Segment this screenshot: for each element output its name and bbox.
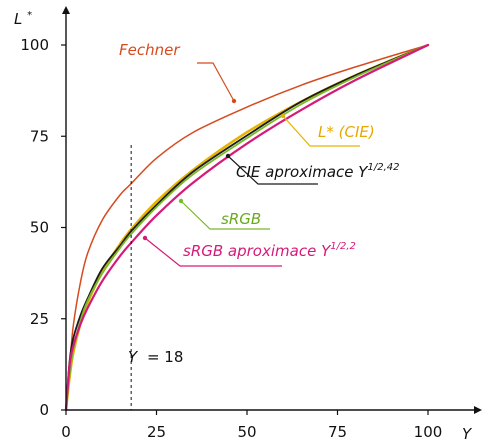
fechner-label: Fechner (119, 41, 180, 59)
cie-approx-label-pointer (227, 155, 318, 185)
series-srgb (65, 44, 429, 411)
x-tick-label-25: 25 (147, 423, 166, 441)
y-tick-label-25: 25 (30, 310, 49, 328)
cie-approx-label: CIE aproximace Y1/2,42 (236, 162, 399, 181)
srgb-label-text: sRGB (221, 210, 261, 228)
fechner-label-text: Fechner (119, 41, 180, 59)
plot-layer (64, 43, 430, 412)
srgb-label: sRGB (221, 210, 261, 228)
x-tick-label-0: 0 (61, 423, 71, 441)
x-tick-label-50: 50 (237, 423, 256, 441)
x-tick-label-100: 100 (414, 423, 443, 441)
cie-lstar-label-text: L* (CIE) (318, 123, 375, 141)
annotation-layer: Fechner L* (CIE) CIE aproximace Y1/2,42 sRG… (119, 41, 399, 267)
ticks-layer: 0 25 50 75 100 0 25 50 75 100 (20, 36, 442, 441)
srgb-approx-label-superscript: 1/2,2 (330, 241, 356, 252)
cie-approx-label-text: CIE aproximace Y (236, 163, 369, 181)
srgb-approx-label: sRGB aproximace Y1/2,2 (183, 241, 356, 260)
fechner-label-pointer-tip (231, 98, 237, 104)
reference-line-label: Y = 18 (128, 348, 183, 366)
srgb-approx-label-text: sRGB aproximace Y (183, 242, 332, 260)
series-srgb-approx (64, 43, 430, 412)
srgb-approx-label-pointer (144, 237, 282, 267)
cie-lstar-label-pointer (282, 115, 360, 147)
x-tick-label-75: 75 (328, 423, 347, 441)
cie-approx-label-pointer-tip (225, 153, 231, 159)
srgb-label-pointer (180, 200, 270, 230)
x-axis-label: Y (462, 425, 473, 443)
y-axis-label: L * (14, 10, 32, 28)
cie-approx-label-superscript: 1/2,42 (367, 162, 399, 173)
srgb-approx-label-pointer-tip (142, 235, 148, 241)
cie-lstar-label: L* (CIE) (318, 123, 375, 141)
y-tick-label-100: 100 (20, 36, 49, 54)
y-tick-label-75: 75 (30, 127, 49, 145)
y-tick-label-50: 50 (30, 219, 49, 237)
y-tick-label-0: 0 (39, 401, 49, 419)
cie-lstar-label-pointer-tip (280, 113, 286, 119)
fechner-label-pointer (197, 62, 235, 102)
series-cie-approx (65, 44, 429, 411)
srgb-label-pointer-tip (178, 198, 184, 204)
